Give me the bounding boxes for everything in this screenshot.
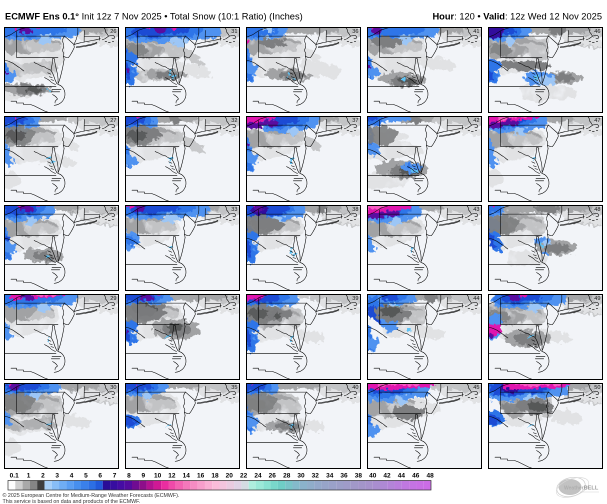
svg-text:40: 40	[369, 473, 377, 480]
svg-text:2: 2	[41, 473, 45, 480]
svg-text:40: 40	[352, 385, 358, 391]
svg-text:42: 42	[473, 118, 479, 124]
svg-text:10: 10	[154, 473, 162, 480]
svg-text:34: 34	[326, 473, 334, 480]
svg-text:Hour: 120 • Valid: 12z Wed 12: Hour: 120 • Valid: 12z Wed 12 Nov 2025	[432, 12, 602, 22]
svg-text:6: 6	[98, 473, 102, 480]
svg-text:22: 22	[240, 473, 248, 480]
svg-text:16: 16	[197, 473, 205, 480]
svg-text:8: 8	[127, 473, 131, 480]
svg-text:12: 12	[168, 473, 176, 480]
svg-text:ECMWF Ens 0.1° Init 12z 7 Nov: ECMWF Ens 0.1° Init 12z 7 Nov 2025 • Tot…	[5, 12, 303, 22]
svg-text:18: 18	[211, 473, 219, 480]
svg-text:43: 43	[473, 207, 479, 213]
svg-text:© 2025 European Centre for Med: © 2025 European Centre for Medium-Range …	[3, 492, 180, 499]
svg-text:44: 44	[473, 296, 479, 302]
svg-text:39: 39	[352, 296, 358, 302]
svg-text:47: 47	[594, 118, 600, 124]
svg-text:37: 37	[352, 118, 358, 124]
svg-text:34: 34	[231, 296, 237, 302]
svg-text:26: 26	[110, 29, 116, 35]
svg-text:26: 26	[269, 473, 277, 480]
svg-text:48: 48	[594, 207, 600, 213]
svg-text:5: 5	[84, 473, 88, 480]
svg-text:46: 46	[594, 29, 600, 35]
svg-text:46: 46	[412, 473, 420, 480]
svg-text:33: 33	[231, 207, 237, 213]
svg-text:29: 29	[110, 296, 116, 302]
svg-text:42: 42	[383, 473, 391, 480]
svg-text:49: 49	[594, 296, 600, 302]
svg-text:36: 36	[352, 29, 358, 35]
svg-text:1: 1	[27, 473, 31, 480]
svg-text:32: 32	[231, 118, 237, 124]
svg-text:This service is based on data: This service is based on data and produc…	[3, 499, 141, 504]
svg-text:30: 30	[110, 385, 116, 391]
svg-text:WeatherBELL: WeatherBELL	[564, 486, 599, 492]
svg-text:36: 36	[340, 473, 348, 480]
svg-text:20: 20	[226, 473, 234, 480]
svg-text:44: 44	[398, 473, 406, 480]
svg-text:14: 14	[183, 473, 191, 480]
svg-text:38: 38	[355, 473, 363, 480]
svg-text:35: 35	[231, 385, 237, 391]
svg-text:28: 28	[283, 473, 291, 480]
svg-text:24: 24	[254, 473, 262, 480]
svg-text:41: 41	[473, 29, 479, 35]
svg-text:30: 30	[297, 473, 305, 480]
svg-text:4: 4	[70, 473, 74, 480]
svg-text:0.1: 0.1	[10, 473, 19, 480]
svg-text:50: 50	[594, 385, 600, 391]
svg-text:38: 38	[352, 207, 358, 213]
svg-text:3: 3	[55, 473, 59, 480]
svg-text:32: 32	[312, 473, 320, 480]
svg-text:27: 27	[110, 118, 116, 124]
svg-text:9: 9	[141, 473, 145, 480]
svg-text:7: 7	[113, 473, 117, 480]
svg-text:45: 45	[473, 385, 479, 391]
svg-text:48: 48	[426, 473, 434, 480]
svg-text:28: 28	[110, 207, 116, 213]
svg-text:31: 31	[231, 29, 237, 35]
